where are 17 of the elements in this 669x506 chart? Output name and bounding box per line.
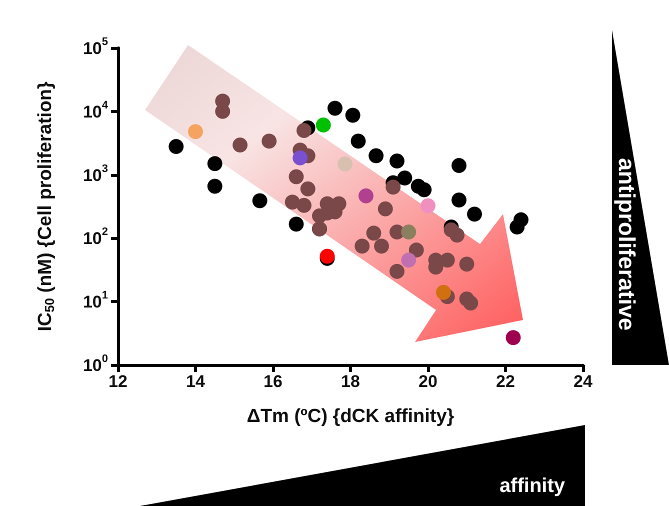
x-tick-label: 22	[496, 372, 515, 391]
y-tick-label: 10$^{1}$	[82, 290, 108, 312]
x-tick-label: 24	[574, 372, 593, 391]
x-tick-label: 18	[341, 372, 360, 391]
y-axis-title: IC50 (nM) {Cell proliferation}	[35, 80, 57, 332]
x-tick-label: 20	[418, 372, 438, 391]
y-tick-label: 10$^{5}$	[82, 36, 108, 58]
y-tick-label: 10$^{0}$	[82, 353, 108, 374]
y-tick-label: 10$^{4}$	[82, 99, 109, 121]
text: affinity	[499, 475, 566, 497]
y-tick-label: 10$^{2}$	[82, 226, 108, 248]
x-tick-label: 16	[264, 372, 282, 391]
x-tick-label: 14	[186, 372, 206, 391]
x-axis-title: ΔTm (ºC) {dCK affinity}	[246, 406, 455, 427]
y-tick-label: 10$^{3}$	[82, 162, 108, 184]
text: antiproliferative	[614, 158, 640, 331]
x-tick-label: 12	[108, 372, 128, 391]
